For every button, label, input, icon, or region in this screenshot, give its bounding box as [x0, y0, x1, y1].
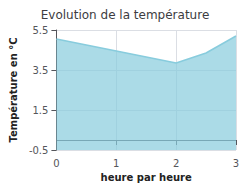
- svg-text:Evolution de la température: Evolution de la température: [41, 8, 210, 22]
- svg-text:1: 1: [113, 158, 119, 169]
- svg-text:Température en °C: Température en °C: [8, 37, 19, 142]
- svg-text:3: 3: [233, 158, 239, 169]
- svg-text:2: 2: [173, 158, 179, 169]
- svg-text:1.5: 1.5: [33, 105, 49, 116]
- svg-text:0: 0: [53, 158, 59, 169]
- svg-text:heure par heure: heure par heure: [101, 172, 192, 183]
- svg-text:-0.5: -0.5: [29, 145, 49, 156]
- svg-text:5.5: 5.5: [33, 25, 49, 36]
- svg-text:3.5: 3.5: [33, 65, 49, 76]
